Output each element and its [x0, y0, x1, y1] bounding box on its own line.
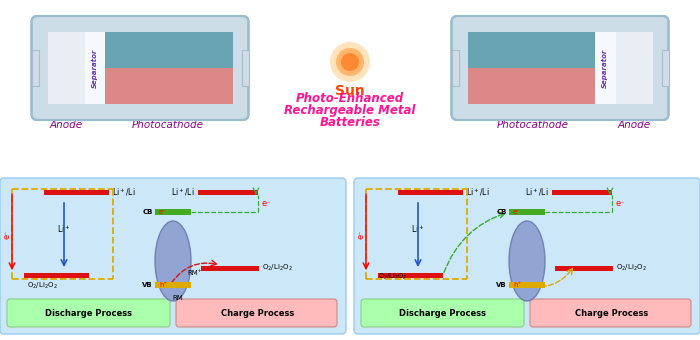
Text: VB: VB — [142, 282, 153, 288]
FancyBboxPatch shape — [0, 178, 346, 334]
Bar — [662, 50, 668, 86]
Text: Charge Process: Charge Process — [575, 308, 648, 318]
FancyBboxPatch shape — [32, 16, 248, 120]
Text: VB: VB — [496, 282, 507, 288]
Text: Photocathode: Photocathode — [132, 120, 204, 130]
FancyBboxPatch shape — [176, 299, 337, 327]
Text: Sun: Sun — [335, 84, 365, 98]
Text: Photo-Enhanced: Photo-Enhanced — [296, 92, 404, 105]
Text: Li$^+$: Li$^+$ — [412, 224, 425, 235]
Circle shape — [336, 48, 364, 76]
Bar — [468, 32, 595, 104]
Ellipse shape — [155, 221, 191, 301]
Text: Rechargeable Metal: Rechargeable Metal — [284, 104, 416, 117]
Text: e⁻: e⁻ — [159, 209, 167, 215]
FancyBboxPatch shape — [354, 178, 700, 334]
Text: Li$^+$/Li: Li$^+$/Li — [466, 186, 489, 198]
Bar — [452, 50, 458, 86]
Text: Separator: Separator — [92, 48, 98, 88]
Bar — [552, 190, 612, 195]
Bar — [595, 32, 615, 104]
Bar — [201, 266, 259, 271]
Circle shape — [341, 53, 359, 71]
Bar — [198, 190, 258, 195]
Bar — [32, 50, 38, 86]
Bar — [105, 32, 232, 68]
Text: Charge Process: Charge Process — [221, 308, 294, 318]
Circle shape — [330, 42, 370, 82]
Bar — [85, 32, 105, 104]
Text: e⁻: e⁻ — [356, 229, 365, 239]
FancyBboxPatch shape — [7, 299, 170, 327]
FancyBboxPatch shape — [452, 16, 668, 120]
Text: CB: CB — [143, 209, 153, 215]
Bar — [378, 273, 443, 278]
Text: O$_2$/Li$_2$O$_2$: O$_2$/Li$_2$O$_2$ — [27, 281, 57, 291]
Text: Separator: Separator — [602, 48, 608, 88]
Bar — [48, 32, 85, 104]
Bar — [615, 32, 652, 104]
Text: h⁺: h⁺ — [513, 282, 521, 288]
FancyBboxPatch shape — [530, 299, 691, 327]
Text: RM: RM — [173, 295, 183, 301]
Text: e⁻: e⁻ — [3, 229, 11, 239]
Text: e⁻: e⁻ — [261, 199, 271, 208]
Text: e⁻: e⁻ — [615, 199, 625, 208]
Bar — [155, 209, 191, 215]
Text: O$_2$/Li$_2$O$_2$: O$_2$/Li$_2$O$_2$ — [616, 263, 647, 273]
Text: O$_2$/Li$_2$O$_2$: O$_2$/Li$_2$O$_2$ — [262, 263, 293, 273]
Bar — [155, 282, 191, 288]
Text: e⁻: e⁻ — [513, 209, 521, 215]
Bar — [241, 50, 248, 86]
Text: RM⁺: RM⁺ — [188, 270, 202, 276]
Text: Li$^+$/Li: Li$^+$/Li — [526, 186, 549, 198]
Text: CB: CB — [496, 209, 507, 215]
Bar — [555, 266, 613, 271]
Bar — [24, 273, 89, 278]
Text: Discharge Process: Discharge Process — [45, 308, 132, 318]
Bar — [398, 190, 463, 195]
Text: h⁺: h⁺ — [159, 282, 167, 288]
Text: Li$^+$/Li: Li$^+$/Li — [172, 186, 195, 198]
Text: O$_2$/Li$_2$O$_2$: O$_2$/Li$_2$O$_2$ — [378, 272, 407, 282]
Text: Batteries: Batteries — [320, 116, 380, 129]
Bar — [509, 282, 545, 288]
Text: Anode: Anode — [50, 120, 83, 130]
Text: Anode: Anode — [617, 120, 650, 130]
Bar — [105, 32, 232, 104]
Text: Photocathode: Photocathode — [496, 120, 568, 130]
Text: Li$^+$: Li$^+$ — [57, 224, 71, 235]
Bar — [509, 209, 545, 215]
Ellipse shape — [509, 221, 545, 301]
Bar — [468, 32, 595, 68]
Text: Discharge Process: Discharge Process — [399, 308, 486, 318]
Text: Li$^+$/Li: Li$^+$/Li — [112, 186, 136, 198]
Bar — [44, 190, 109, 195]
FancyBboxPatch shape — [361, 299, 524, 327]
